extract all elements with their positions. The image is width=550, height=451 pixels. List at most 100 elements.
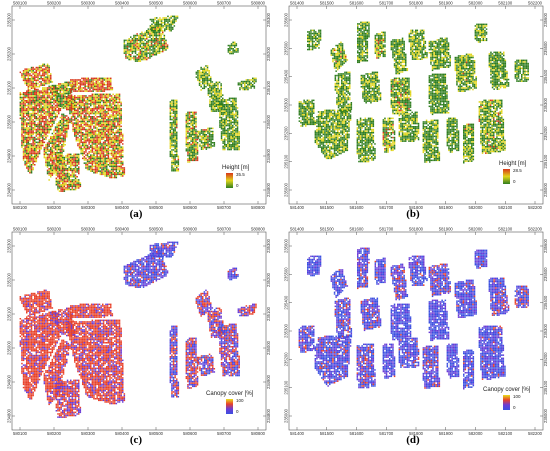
y-tick-label-left: 235500 (284, 267, 289, 282)
caption-c: (c) (129, 434, 143, 446)
x-tick-label-bottom: 581900 (439, 205, 454, 210)
forest-stand (67, 319, 126, 405)
x-tick-label-bottom: 582100 (498, 205, 513, 210)
x-tick-label-bottom: 580600 (183, 205, 198, 210)
forest-stand (19, 289, 54, 317)
x-tick-label-top: 580600 (183, 227, 198, 232)
x-tick-label-top: 582100 (498, 227, 513, 232)
forest-stand (195, 65, 214, 91)
forest-stand (398, 111, 420, 142)
y-tick-label-left: 235600 (284, 238, 289, 253)
legend-d-min: 0 (513, 405, 516, 410)
x-tick-label-top: 580100 (13, 227, 28, 232)
forest-stand (357, 247, 370, 290)
x-tick-label-bottom: 581600 (350, 431, 365, 436)
legend-a-colorbar (226, 173, 233, 188)
y-tick-label-left: 234800 (7, 408, 12, 423)
legend-b-max: 28.5 (513, 168, 522, 173)
map-b-canvas: 581400 581400 581500 581500 581600 581600 5817… (284, 1, 549, 211)
x-tick-label-bottom: 582200 (528, 205, 543, 210)
x-tick-label-bottom: 582100 (498, 431, 513, 436)
x-tick-label-top: 582100 (498, 1, 513, 6)
x-tick-label-bottom: 580300 (81, 205, 96, 210)
x-tick-label-bottom: 580400 (115, 205, 130, 210)
forest-stand (374, 257, 386, 285)
y-tick-label-left: 235100 (7, 80, 12, 95)
y-tick-label-left: 235300 (7, 238, 12, 253)
forest-stand (356, 343, 376, 389)
legend-b-colorbar (503, 169, 510, 184)
y-tick-label-left: 235000 (7, 114, 12, 129)
x-tick-label-top: 580200 (47, 1, 62, 6)
map-panel-d: 581400 581400 581500 581500 581600 581600 5817… (277, 226, 550, 451)
forest-stand (334, 71, 353, 115)
y-tick-label-right: 235300 (266, 238, 271, 253)
x-tick-label-top: 580700 (217, 1, 232, 6)
y-tick-label-right: 235000 (266, 114, 271, 129)
x-tick-label-top: 581500 (320, 227, 335, 232)
y-tick-label-right: 235200 (543, 126, 548, 141)
forest-stand (217, 97, 240, 151)
x-tick-label-top: 580300 (81, 1, 96, 6)
y-tick-label-right: 235100 (266, 80, 271, 95)
legend-a-title: Height [m] (222, 165, 250, 171)
forest-stand (390, 77, 412, 115)
x-tick-label-bottom: 580100 (13, 205, 28, 210)
x-tick-label-top: 581800 (409, 227, 424, 232)
y-tick-label-left: 235300 (284, 97, 289, 112)
legend-a-min: 0 (236, 183, 239, 188)
x-tick-label-top: 581400 (290, 1, 305, 6)
forest-stand (123, 23, 169, 62)
forest-stand (446, 343, 460, 379)
y-tick-label-right: 235000 (543, 182, 548, 197)
y-tick-label-left: 235100 (7, 306, 12, 321)
forest-stand (19, 311, 62, 400)
forest-stand (408, 255, 428, 286)
legend-d-title: Canopy cover [%] (483, 387, 531, 393)
forest-stand (217, 323, 240, 377)
forest-stand (428, 263, 451, 298)
x-tick-label-top: 581900 (439, 1, 454, 6)
x-tick-label-top: 580500 (149, 227, 164, 232)
forest-stand (374, 31, 386, 59)
forest-stand (334, 297, 353, 341)
y-tick-label-left: 235100 (284, 154, 289, 169)
legend-d-colorbar (503, 395, 510, 410)
x-tick-label-bottom: 581500 (320, 431, 335, 436)
legend-c-min: 0 (236, 409, 239, 414)
forest-stand (488, 51, 510, 90)
forest-stand (357, 21, 370, 64)
x-tick-label-top: 581600 (350, 1, 365, 6)
y-tick-label-left: 235300 (284, 323, 289, 338)
legend-d-max: 100 (513, 394, 521, 399)
forest-stand (428, 37, 451, 72)
forest-stand (454, 53, 477, 92)
forest-stand (390, 37, 409, 75)
forest-stand (314, 335, 352, 387)
legend-c-max: 100 (236, 398, 244, 403)
x-tick-label-top: 580800 (251, 227, 266, 232)
legend-b-title: Height [m] (499, 161, 527, 167)
y-tick-label-right: 235300 (543, 97, 548, 112)
forest-stands (19, 241, 257, 418)
x-tick-label-bottom: 580100 (13, 431, 28, 436)
forest-stand (149, 241, 179, 260)
forest-stand (70, 77, 114, 94)
forest-stand (43, 339, 71, 406)
x-tick-label-top: 582000 (469, 1, 484, 6)
y-tick-label-right: 235200 (266, 272, 271, 287)
x-tick-label-bottom: 582200 (528, 431, 543, 436)
y-tick-label-left: 235600 (284, 12, 289, 27)
forest-stands (298, 247, 529, 390)
y-tick-label-left: 235400 (284, 295, 289, 310)
forest-stand (463, 123, 475, 164)
forest-stand (55, 153, 82, 192)
y-tick-label-right: 234900 (266, 148, 271, 163)
forest-stand (237, 77, 257, 91)
x-tick-label-bottom: 582000 (469, 205, 484, 210)
forest-stand (446, 117, 460, 153)
x-tick-label-top: 581700 (379, 227, 394, 232)
x-tick-label-bottom: 581500 (320, 205, 335, 210)
y-tick-label-right: 235100 (543, 154, 548, 169)
forest-stand (19, 63, 54, 91)
